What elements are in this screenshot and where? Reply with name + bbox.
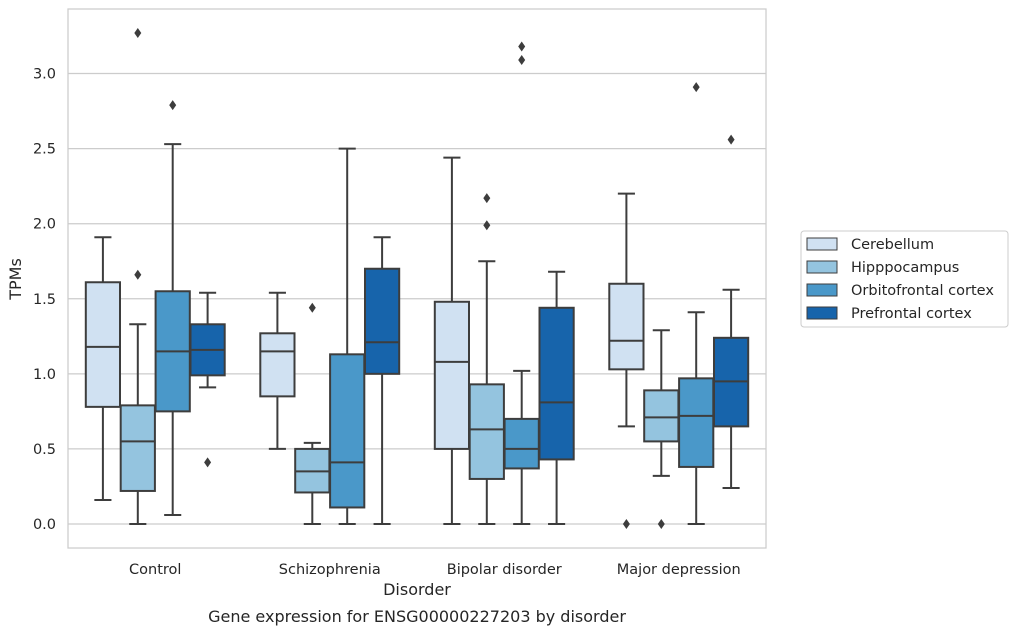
box-1-0 (119, 28, 156, 525)
outlier-point (657, 518, 665, 529)
y-tick-labels: 0.0 0.5 1.0 1.5 2.0 2.5 3.0 (33, 67, 56, 533)
legend-label: Prefrontal cortex (851, 306, 972, 322)
outlier-point (308, 302, 316, 313)
outlier-point (518, 55, 526, 66)
box-1-1 (294, 302, 331, 525)
outlier-point (204, 457, 212, 468)
box-1-2 (468, 193, 505, 525)
legend-frame (800, 230, 1009, 328)
box-iqr (119, 404, 156, 492)
legend-swatch (806, 306, 838, 320)
legend-swatch (806, 260, 838, 274)
box-iqr (608, 282, 645, 371)
box-iqr (468, 383, 505, 480)
box-3-2 (538, 270, 575, 525)
outlier-point (692, 82, 700, 93)
y-tick-label: 1.5 (33, 292, 56, 308)
outlier-point (483, 193, 491, 204)
box-2-2 (503, 41, 540, 525)
box-iqr (84, 281, 122, 408)
outlier-point (622, 518, 630, 529)
x-tick-label: Bipolar disorder (447, 562, 562, 578)
chart-caption: Gene expression for ENSG00000227203 by d… (208, 607, 626, 626)
x-tick-label: Major depression (617, 562, 741, 578)
x-tick-labels: Control Schizophrenia Bipolar disorder Majo… (129, 562, 741, 578)
box-0-2 (433, 156, 471, 525)
y-tick-label: 0.0 (33, 517, 56, 533)
legend-swatch (806, 237, 838, 251)
legend-label: Cerebellum (851, 237, 934, 253)
outlier-point (134, 28, 142, 39)
box-iqr (538, 306, 575, 461)
box-iqr (433, 300, 471, 450)
box-0-3 (608, 192, 645, 529)
y-tick-label: 0.5 (33, 442, 56, 458)
box-2-3 (678, 82, 715, 525)
legend-label: Hipppocampus (851, 260, 959, 276)
box-0-0 (84, 236, 122, 501)
box-iqr (363, 267, 401, 375)
y-tick-label: 2.0 (33, 217, 56, 233)
box-iqr (678, 377, 715, 468)
box-2-0 (154, 100, 191, 516)
box-iqr (329, 353, 366, 509)
y-tick-label: 1.0 (33, 367, 56, 383)
box-1-3 (643, 329, 680, 529)
plot-frame (67, 8, 767, 549)
box-0-1 (259, 291, 296, 450)
outlier-point (169, 100, 177, 111)
outlier-point (134, 269, 142, 280)
legend-swatch (806, 283, 838, 297)
box-iqr (643, 389, 680, 443)
outlier-point (483, 220, 491, 231)
box-3-1 (363, 236, 401, 525)
y-tick-label: 3.0 (33, 67, 56, 83)
legend-label: Orbitofrontal cortex (851, 283, 994, 299)
y-axis-title: TPMs (6, 258, 25, 301)
box-3-0 (189, 291, 226, 468)
x-tick-label: Schizophrenia (279, 562, 381, 578)
x-axis-title: Disorder (383, 580, 451, 599)
boxes (84, 28, 750, 529)
box-2-1 (329, 147, 366, 525)
outlier-point (518, 41, 526, 52)
legend: Cerebellum Hipppocampus Orbitofrontal cort… (800, 230, 1009, 328)
y-tick-label: 2.5 (33, 142, 56, 158)
x-tick-label: Control (129, 562, 181, 578)
box-3-3 (712, 134, 750, 489)
box-iqr (503, 417, 540, 470)
box-iqr (259, 332, 296, 398)
outlier-point (727, 134, 735, 145)
